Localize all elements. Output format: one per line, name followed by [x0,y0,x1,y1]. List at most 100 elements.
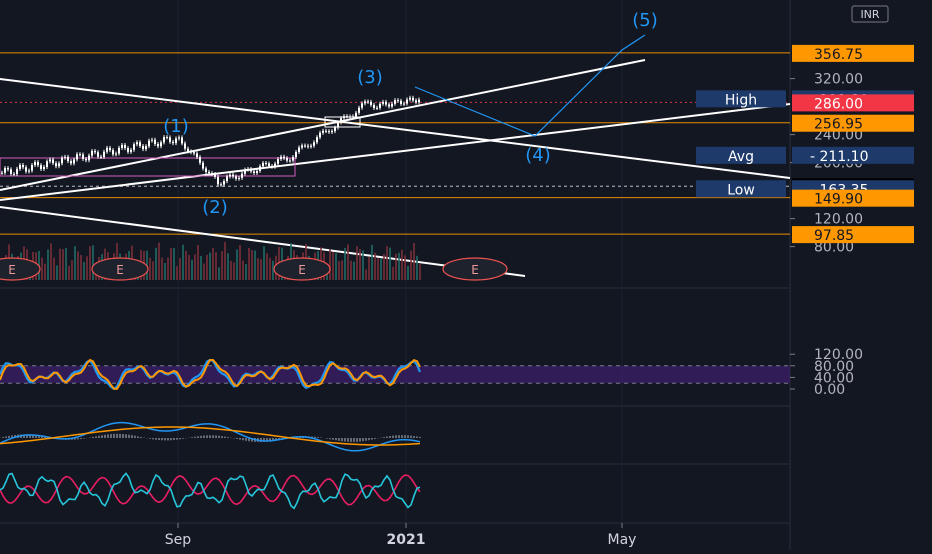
candle [301,145,303,148]
drawings [0,34,791,277]
price-tag-name-bg [696,180,786,198]
candle [25,167,27,172]
candle [334,127,336,132]
volume-bar [86,256,88,280]
volume-bar [59,248,61,280]
volume-bar [173,247,175,280]
volume-bar [230,260,232,280]
volume-bar [245,263,247,280]
candle [289,160,291,162]
volume-bar [182,244,184,280]
volume-bar [74,246,76,280]
volume-bar [410,250,412,280]
time-axis[interactable]: Sep 2021 May [165,523,637,548]
wave-label: (2) [202,197,228,218]
candle [388,104,390,107]
volume-bar [386,246,388,280]
candle [220,184,222,186]
price-tag-bg [792,146,914,164]
osc-tick-label: 120.00 [814,347,863,363]
candle [373,104,375,109]
volume-bar [272,260,274,280]
currency-label: INR [860,8,879,21]
earnings-marker [91,257,149,281]
volume-bar [41,257,43,280]
volume-bar [389,247,391,280]
time-tick-label: Sep [165,532,192,548]
candle [259,166,261,171]
volume-bar [212,247,214,280]
earnings-label: E [471,263,479,277]
osc-tick-label: 80.00 [814,359,854,375]
volume-bar [227,253,229,280]
volume-bar [191,259,193,280]
candle [394,100,396,104]
macd-signal-line [0,426,421,446]
volume-bar [92,245,94,280]
price-label-value: 97.85 [814,228,854,244]
macd-pane[interactable] [0,421,421,452]
volume-bar [176,266,178,280]
candle [139,142,141,147]
candle [91,150,93,156]
price-label-value: 286.00 [814,96,863,112]
volume-bar [377,258,379,280]
candle [379,103,381,108]
candle [310,145,312,147]
volume-bar [263,246,265,280]
candle [349,116,351,118]
volume-bar [170,248,172,280]
candle [208,171,210,174]
currency-box [851,5,889,23]
price-tick-label: 80.00 [814,240,854,256]
candle [100,156,102,158]
volume-bar [50,243,52,280]
trendline [0,206,526,277]
candle [10,169,12,174]
volume-bar [77,251,79,280]
wave-label: (5) [632,10,658,31]
candle [205,168,207,172]
price-axis[interactable]: 320.00240.00200.00120.0080.00INR356.75Hi… [696,5,914,398]
candle [343,116,345,119]
candle [43,166,45,169]
pattern-box [0,157,296,177]
volume-bar [224,242,226,280]
candle [169,137,171,142]
candle [136,142,138,145]
price-label-bg [792,114,914,132]
osc-tick-label: 40.00 [814,370,854,386]
candle [82,154,84,159]
candle [1,172,3,174]
volume-bar [233,262,235,280]
candle [271,166,273,168]
volume-bar [416,255,418,280]
stochastic-pane[interactable] [0,358,790,391]
volume-bar [356,246,358,280]
price-label-bg [792,94,914,112]
volume-bar [68,265,70,280]
candle [355,112,357,117]
candle [319,132,321,138]
candle [133,144,135,150]
price-tag-name: Low [727,182,755,198]
dmi-pane[interactable] [0,472,421,510]
candle [199,157,201,163]
candle [397,100,399,102]
candle [49,159,51,162]
candle [79,154,81,156]
candle [34,162,36,166]
candle [19,164,21,169]
candle [55,163,57,167]
candle [94,150,96,153]
candle [115,153,117,155]
volume-bars [2,242,421,280]
volume-bar [368,257,370,280]
candle [400,100,402,104]
candle [64,156,66,158]
volume-bar [215,252,217,280]
candle [286,158,288,161]
